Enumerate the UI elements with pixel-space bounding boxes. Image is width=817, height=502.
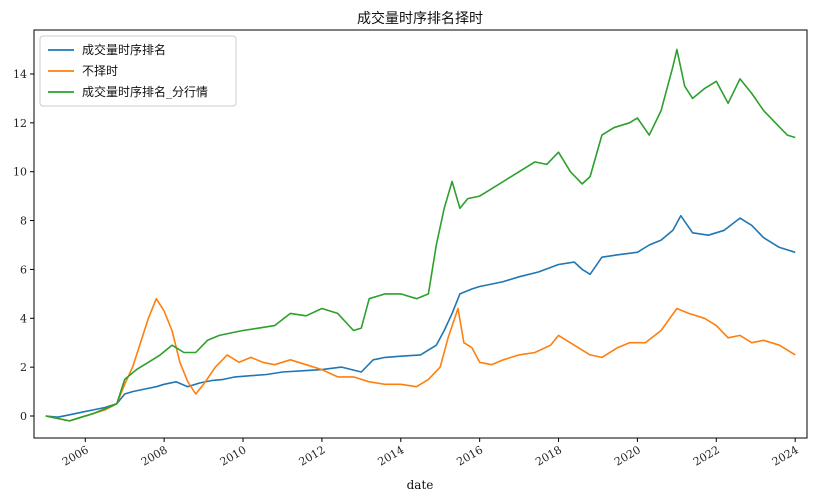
y-tick-label-6: 12 (13, 117, 27, 130)
chart-title: 成交量时序排名择时 (357, 10, 483, 27)
series-line-1 (45, 297, 796, 422)
y-axis: 0 2 4 6 8 10 12 14 (13, 68, 34, 423)
y-tick-label-7: 14 (13, 68, 27, 81)
x-tick-label-0: 2006 (60, 443, 91, 468)
legend-label-0: 成交量时序排名 (82, 42, 166, 57)
x-tick-label-4: 2014 (376, 443, 407, 468)
y-tick-label-0: 0 (20, 410, 27, 423)
x-tick-label-8: 2022 (691, 443, 722, 468)
y-tick-label-3: 6 (20, 263, 27, 276)
x-axis-label: date (407, 478, 434, 492)
y-tick-label-2: 4 (20, 312, 27, 325)
x-tick-label-9: 2024 (770, 443, 801, 468)
x-tick-label-2: 2010 (218, 443, 249, 468)
series-line-2 (45, 48, 796, 422)
y-tick-label-1: 2 (20, 361, 27, 374)
legend-label-1: 不择时 (82, 64, 118, 78)
series-group (45, 48, 796, 422)
x-axis: 2006 2008 2010 2012 2014 2016 2018 2020 2022 2024 (60, 438, 801, 469)
x-tick-label-5: 2016 (454, 443, 485, 468)
plot-frame (33, 29, 808, 439)
x-tick-label-7: 2020 (612, 443, 643, 468)
y-tick-label-5: 10 (13, 166, 27, 179)
legend-label-2: 成交量时序排名_分行情 (82, 84, 208, 99)
x-tick-label-6: 2018 (533, 443, 564, 468)
x-tick-label-3: 2012 (297, 443, 328, 468)
y-tick-label-4: 8 (20, 215, 27, 228)
legend-frame (39, 35, 237, 107)
series-line-0 (45, 214, 796, 419)
x-tick-label-1: 2008 (139, 443, 170, 468)
